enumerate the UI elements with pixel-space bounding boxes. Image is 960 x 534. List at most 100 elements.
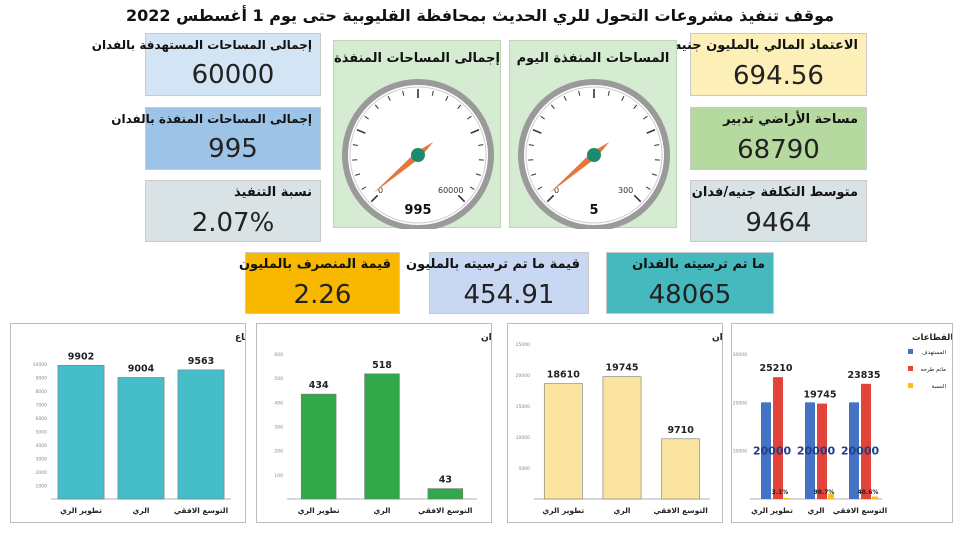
gauge-hub [411,148,425,162]
x-tick-label: الري [614,506,631,515]
bar [427,488,464,500]
gauge-min-label: 0 [554,186,559,195]
kpi-land-area: مساحة الأراضي تدبير 68790 [690,107,867,170]
y-tick-label: 300 [274,425,283,431]
kpi-budget: الاعتماد المالي بالمليون جنيه 694.56 [674,33,867,96]
x-tick-label: الري [808,506,825,515]
data-label-target: 20000 [841,445,880,458]
y-tick-label: 9000 [36,376,48,382]
gauge-max-label: 300 [618,186,633,195]
y-tick-label: 20000 [733,400,747,406]
gauge-tick [475,173,481,176]
kpi-value: 60000 [191,60,275,90]
gauge-tick [469,186,475,190]
gauge-min-label: 0 [378,186,383,195]
gauge-label: المساحات المنفذة اليوم [516,51,670,66]
bar [602,376,642,500]
gauge-tick [537,186,543,190]
gauge-tick [546,194,555,203]
chart-target-vs-tendered: المستهدف وماتم طرحه بالقطاعات 10000 20000 3… [733,333,960,515]
gauge-tick [352,144,358,146]
legend-label: النسبة [932,384,947,390]
kpi-target-area: إجمالى المساحات المستهدفة بالفدان 60000 [91,33,321,96]
y-tick-label: 100 [274,473,283,479]
gauge-tick [563,95,567,101]
bar-ratio [872,496,878,499]
kpi-label: نسبة التنفيذ [234,185,312,200]
chart-title: إجمالى المنفذ بكل قطاع بالفدان [481,333,491,343]
data-label-tendered: 23835 [847,370,880,381]
kpi-value: 694.56 [733,61,824,91]
kpi-execution-ratio: نسبة التنفيذ 2.07% [145,180,321,242]
gauge-value: 995 [404,203,431,218]
y-tick-label: 20000 [516,373,530,379]
y-tick-label: 500 [274,376,283,382]
bar [543,383,583,500]
x-tick-label: الري [374,506,391,515]
gauge-tick [643,115,648,120]
data-label-ratio: 3.1% [772,489,789,496]
gauge-tick [431,90,434,96]
bar-tendered [817,403,827,499]
x-tick-label: التوسع الافقي [174,506,228,515]
kpi-awarded-value: قيمة ما تم ترسيته بالمليون 454.91 [406,252,589,314]
y-tick-label: 2000 [36,470,48,476]
kpi-label: قيمة ما تم ترسيته بالمليون [406,257,580,272]
gauge-tick [356,129,366,134]
gauge-label: إجمالى المساحات المنفذة [334,51,500,66]
gauge-today-executed: 0 300 5 [518,79,670,229]
legend-swatch [908,366,913,371]
gauge-tick [402,90,405,96]
gauge-tick [532,129,542,134]
gauge-tick [528,144,534,146]
x-tick-label: الري [133,506,150,515]
bar-target [849,402,859,499]
gauge-tick [633,104,638,109]
bar-ratio [828,494,834,499]
kpi-label: متوسط التكلفة جنيه/فدان [691,185,858,200]
gauge-tick [654,144,660,146]
y-tick-label: 3000 [36,457,48,463]
chart-title: إجمالى ما تم ترسيته بالفدان [712,333,722,343]
gauge-ticks [352,89,484,203]
gauge-total-executed: 0 60000 995 [342,79,494,229]
data-label: 518 [372,360,392,371]
gauge-tick [370,194,379,203]
x-tick-label: التوسع الافقي [418,506,472,515]
gauge-tick [633,194,642,203]
gauge-max-label: 60000 [438,186,463,195]
y-tick-label: 25000 [516,342,530,348]
y-tick-label: 6000 [36,416,48,422]
kpi-value: 454.91 [463,280,555,310]
gauge-tick [540,115,545,120]
data-label: 9710 [667,425,694,436]
chart-panel-awarded: إجمالى ما تم ترسيته بالفدان 5000 10000 1500… [507,323,839,523]
y-tick-label: 10000 [516,435,530,441]
gauge-tick [355,173,361,176]
bar [300,393,337,500]
kpi-label: إجمالى المساحات المنفذة بالفدان [111,112,312,126]
gauge-tick [467,115,472,120]
gauge-tick [457,104,462,109]
x-tick-label: تطوير الري [298,506,340,515]
kpi-label: مساحة الأراضي تدبير [723,112,858,127]
bar-tendered [773,377,783,499]
kpi-label: إجمالى المساحات المستهدفة بالفدان [91,38,312,52]
y-tick-label: 10000 [733,449,747,455]
gauge-hub [587,148,601,162]
kpi-value: 68790 [737,135,820,165]
legend-swatch [908,349,913,354]
gauge-tick [387,95,391,101]
kpi-value: 2.26 [293,280,352,310]
gauge-tick [361,186,367,190]
data-label: 9902 [68,351,94,362]
bar [364,373,400,500]
legend-swatch [908,383,913,388]
bar [117,377,165,500]
chart-executed: إجمالى المنفذ بكل قطاع بالفدان 100 200 300 4… [274,333,626,515]
y-tick-label: 8000 [36,389,48,395]
kpi-value: 995 [208,134,258,164]
gauge-value: 5 [589,203,598,218]
gauge-tick [607,90,610,96]
gauge-tick [470,129,480,134]
